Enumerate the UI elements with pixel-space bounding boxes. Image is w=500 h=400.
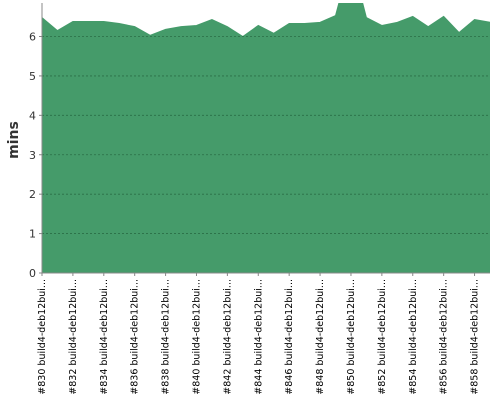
y-tick-label: 1 (29, 228, 36, 241)
x-tick-label: #842 build4-deb12bui... (222, 279, 233, 395)
x-tick-label: #844 build4-deb12bui... (253, 279, 264, 395)
x-tick-label: #856 build4-deb12bui... (439, 279, 450, 395)
x-tick-label: #848 build4-deb12bui... (315, 279, 326, 395)
x-tick-label: #840 build4-deb12bui... (191, 279, 202, 395)
x-tick-label: #830 build4-deb12bui... (37, 279, 48, 395)
x-tick-label: #850 build4-deb12bui... (346, 279, 357, 395)
y-tick-label: 4 (29, 109, 36, 122)
x-tick-label: #858 build4-deb12bui... (470, 279, 481, 395)
x-tick-label: #832 build4-deb12bui... (68, 279, 79, 395)
x-tick-label: #846 build4-deb12bui... (284, 279, 295, 395)
x-tick-label: #836 build4-deb12bui... (130, 279, 141, 395)
x-tick-label: #834 build4-deb12bui... (99, 279, 110, 395)
x-tick-label: #838 build4-deb12bui... (161, 279, 172, 395)
y-axis-label: mins (6, 121, 22, 159)
y-tick-label: 2 (29, 188, 36, 201)
y-tick-label: 6 (29, 31, 36, 44)
x-tick-label: #852 build4-deb12bui... (377, 279, 388, 395)
area (42, 3, 490, 273)
x-tick-label: #854 build4-deb12bui... (408, 279, 419, 395)
y-tick-label: 3 (29, 149, 36, 162)
y-tick-label: 5 (29, 70, 36, 83)
y-tick-label: 0 (29, 267, 36, 280)
